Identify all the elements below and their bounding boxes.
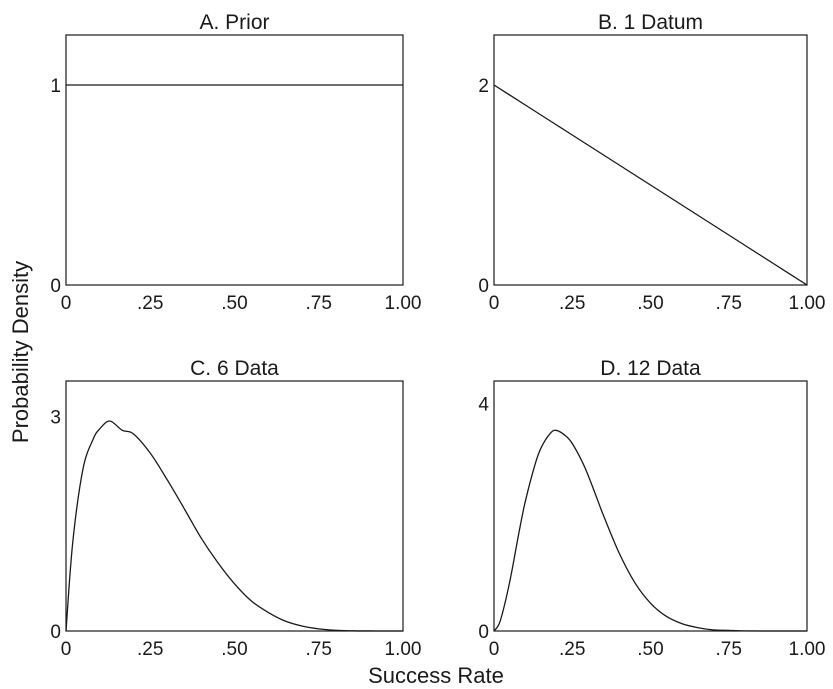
panel-c-x-tick-label: 0 — [61, 639, 72, 660]
panel-d-x-tick-label: .50 — [637, 639, 663, 660]
panel-b-x-tick-label: 0 — [489, 293, 500, 314]
panel-c-x-tick-label: .25 — [137, 639, 163, 660]
panel-d-x-tick-label: .75 — [716, 639, 742, 660]
panel-d: D. 12 Data 0 .25 .50 .75 1.00 0 4 — [478, 357, 825, 660]
y-axis-label: Probability Density — [8, 261, 33, 443]
panel-b-y-tick-label: 2 — [478, 76, 489, 97]
panel-d-y-tick-label: 0 — [478, 622, 489, 643]
panel-c-title: C. 6 Data — [190, 357, 279, 380]
panel-a-x-tick-label: 1.00 — [385, 293, 422, 314]
panel-b-title: B. 1 Datum — [598, 11, 703, 34]
panel-b-x-tick-label: .50 — [637, 293, 663, 314]
panel-d-x-tick-label: 1.00 — [789, 639, 826, 660]
panel-a-x-tick-label: .75 — [306, 293, 332, 314]
panel-c-x-tick-label: 1.00 — [385, 639, 422, 660]
panel-a-x-tick-label: .25 — [137, 293, 163, 314]
panel-d-x-tick-label: 0 — [489, 639, 500, 660]
panel-a-x-tick-label: .50 — [221, 293, 247, 314]
panel-c-density-curve — [65, 420, 404, 632]
panel-a-frame — [65, 34, 404, 286]
panel-b-x-tick-label: .75 — [716, 293, 742, 314]
panel-d-density-curve — [493, 429, 808, 632]
panel-b-frame — [493, 34, 808, 286]
panel-c-y-tick-label: 0 — [50, 622, 61, 643]
panel-b-x-tick-label: 1.00 — [789, 293, 826, 314]
x-axis-label: Success Rate — [368, 663, 504, 688]
panel-d-y-tick-label: 4 — [478, 395, 489, 416]
panel-c: C. 6 Data 0 .25 .50 .75 1.00 0 3 — [50, 357, 421, 660]
panel-c-x-tick-label: .50 — [221, 639, 247, 660]
panel-b-y-tick-label: 0 — [478, 276, 489, 297]
panel-a-y-tick-label: 1 — [50, 76, 61, 97]
panel-b-x-tick-label: .25 — [559, 293, 585, 314]
panel-a-x-tick-label: 0 — [61, 293, 72, 314]
panel-b: B. 1 Datum 0 .25 .50 .75 1.00 0 2 — [478, 11, 825, 314]
panel-b-density-curve — [493, 84, 808, 286]
panel-d-x-tick-label: .25 — [559, 639, 585, 660]
panel-d-frame — [493, 380, 808, 632]
panel-c-frame — [65, 380, 404, 632]
panel-c-y-tick-label: 3 — [50, 408, 61, 429]
panel-d-title: D. 12 Data — [600, 357, 701, 380]
panel-a: A. Prior 0 .25 .50 .75 1.00 0 1 — [50, 11, 421, 314]
panel-a-title: A. Prior — [199, 11, 269, 34]
panel-a-y-tick-label: 0 — [50, 276, 61, 297]
panel-c-x-tick-label: .75 — [306, 639, 332, 660]
